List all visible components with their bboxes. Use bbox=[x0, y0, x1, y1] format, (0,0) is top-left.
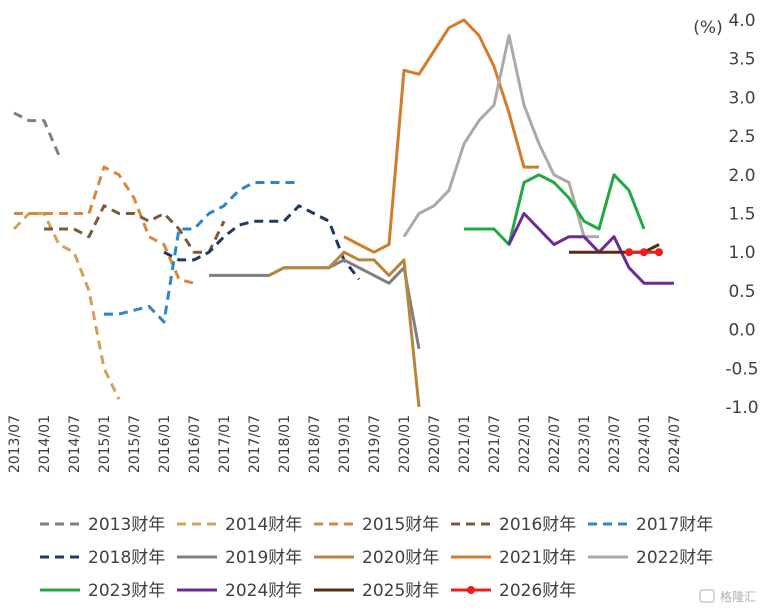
y-tick-label: 0.0 bbox=[728, 321, 755, 341]
x-tick-label: 2019/01 bbox=[337, 415, 353, 473]
legend-label: 2016财年 bbox=[499, 515, 576, 535]
y-tick-label: 4.0 bbox=[728, 11, 755, 31]
y-tick-label: 2.5 bbox=[728, 127, 755, 147]
legend: 2013财年 2014财年 2015财年 2016财年 2017财年 2018财年 2019… bbox=[40, 515, 713, 601]
legend-label: 2018财年 bbox=[88, 548, 165, 568]
series-point bbox=[655, 248, 663, 257]
x-tick-label: 2013/07 bbox=[7, 415, 23, 473]
series-line bbox=[13, 111, 61, 156]
y-tick-label: 0.5 bbox=[728, 282, 755, 302]
legend-label: 2022财年 bbox=[636, 548, 713, 568]
watermark-text: 格隆汇 bbox=[720, 589, 756, 604]
x-tick-label: 2024/07 bbox=[667, 415, 683, 473]
series-line bbox=[104, 181, 299, 324]
legend-marker bbox=[467, 586, 475, 594]
unit-label: (%) bbox=[693, 18, 722, 38]
x-tick-label: 2016/01 bbox=[157, 415, 173, 473]
y-tick-label: 3.5 bbox=[728, 50, 755, 70]
x-tick-label: 2016/07 bbox=[187, 415, 203, 473]
y-tick-label: 2.0 bbox=[728, 166, 755, 186]
legend-label: 2019财年 bbox=[225, 548, 302, 568]
x-tick-label: 2018/07 bbox=[307, 415, 323, 473]
x-tick-label: 2023/01 bbox=[577, 415, 593, 473]
x-tick-label: 2018/01 bbox=[277, 415, 293, 473]
series-line bbox=[163, 204, 361, 281]
legend-label: 2015财年 bbox=[362, 515, 439, 535]
series-point bbox=[640, 248, 648, 257]
y-axis: 4.0 3.5 3.0 2.5 2.0 1.5 1.0 0.5 0.0 -0.5 -1.0 bbox=[725, 11, 758, 418]
series-line bbox=[12, 212, 121, 400]
x-tick-label: 2017/07 bbox=[247, 415, 263, 473]
x-tick-label: 2022/01 bbox=[517, 415, 533, 473]
x-tick-label: 2020/07 bbox=[427, 415, 443, 473]
x-tick-label: 2015/07 bbox=[127, 415, 143, 473]
series-line bbox=[268, 250, 421, 408]
y-tick-label: -1.0 bbox=[725, 398, 758, 418]
x-tick-label: 2014/01 bbox=[37, 415, 53, 473]
legend-label: 2025财年 bbox=[362, 581, 439, 601]
y-tick-label: 3.0 bbox=[728, 88, 755, 108]
x-tick-label: 2019/07 bbox=[367, 415, 383, 473]
x-tick-label: 2024/01 bbox=[637, 415, 653, 473]
legend-label: 2020财年 bbox=[362, 548, 439, 568]
series-lines-layer bbox=[12, 18, 674, 408]
x-tick-label: 2020/01 bbox=[397, 415, 413, 473]
series-line bbox=[507, 212, 674, 285]
y-tick-label: 1.0 bbox=[728, 243, 755, 263]
x-tick-label: 2021/07 bbox=[487, 415, 503, 473]
x-tick-label: 2023/07 bbox=[607, 415, 623, 473]
legend-label: 2013财年 bbox=[88, 515, 165, 535]
legend-label: 2017财年 bbox=[636, 515, 713, 535]
legend-label: 2023财年 bbox=[88, 581, 165, 601]
series-point bbox=[625, 248, 633, 257]
legend-label: 2024财年 bbox=[225, 581, 302, 601]
series-line bbox=[402, 34, 599, 239]
series-line bbox=[343, 18, 539, 254]
watermark: 格隆汇 bbox=[699, 589, 756, 604]
x-tick-label: 2014/07 bbox=[67, 415, 83, 473]
series-line bbox=[44, 204, 226, 254]
y-tick-label: -0.5 bbox=[725, 359, 758, 379]
legend-label: 2026财年 bbox=[499, 581, 576, 601]
legend-label: 2021财年 bbox=[499, 548, 576, 568]
y-tick-label: 1.5 bbox=[728, 205, 755, 225]
x-tick-label: 2015/01 bbox=[97, 415, 113, 473]
x-tick-label: 2021/01 bbox=[457, 415, 473, 473]
series-line bbox=[14, 165, 195, 285]
legend-label: 2014财年 bbox=[225, 515, 302, 535]
x-tick-label: 2022/07 bbox=[547, 415, 563, 473]
x-axis: 2013/07 2014/01 2014/07 2015/01 2015/07 2016/… bbox=[7, 415, 683, 473]
x-tick-label: 2017/01 bbox=[217, 415, 233, 473]
watermark-logo-icon bbox=[699, 589, 715, 603]
series-line bbox=[464, 173, 646, 246]
